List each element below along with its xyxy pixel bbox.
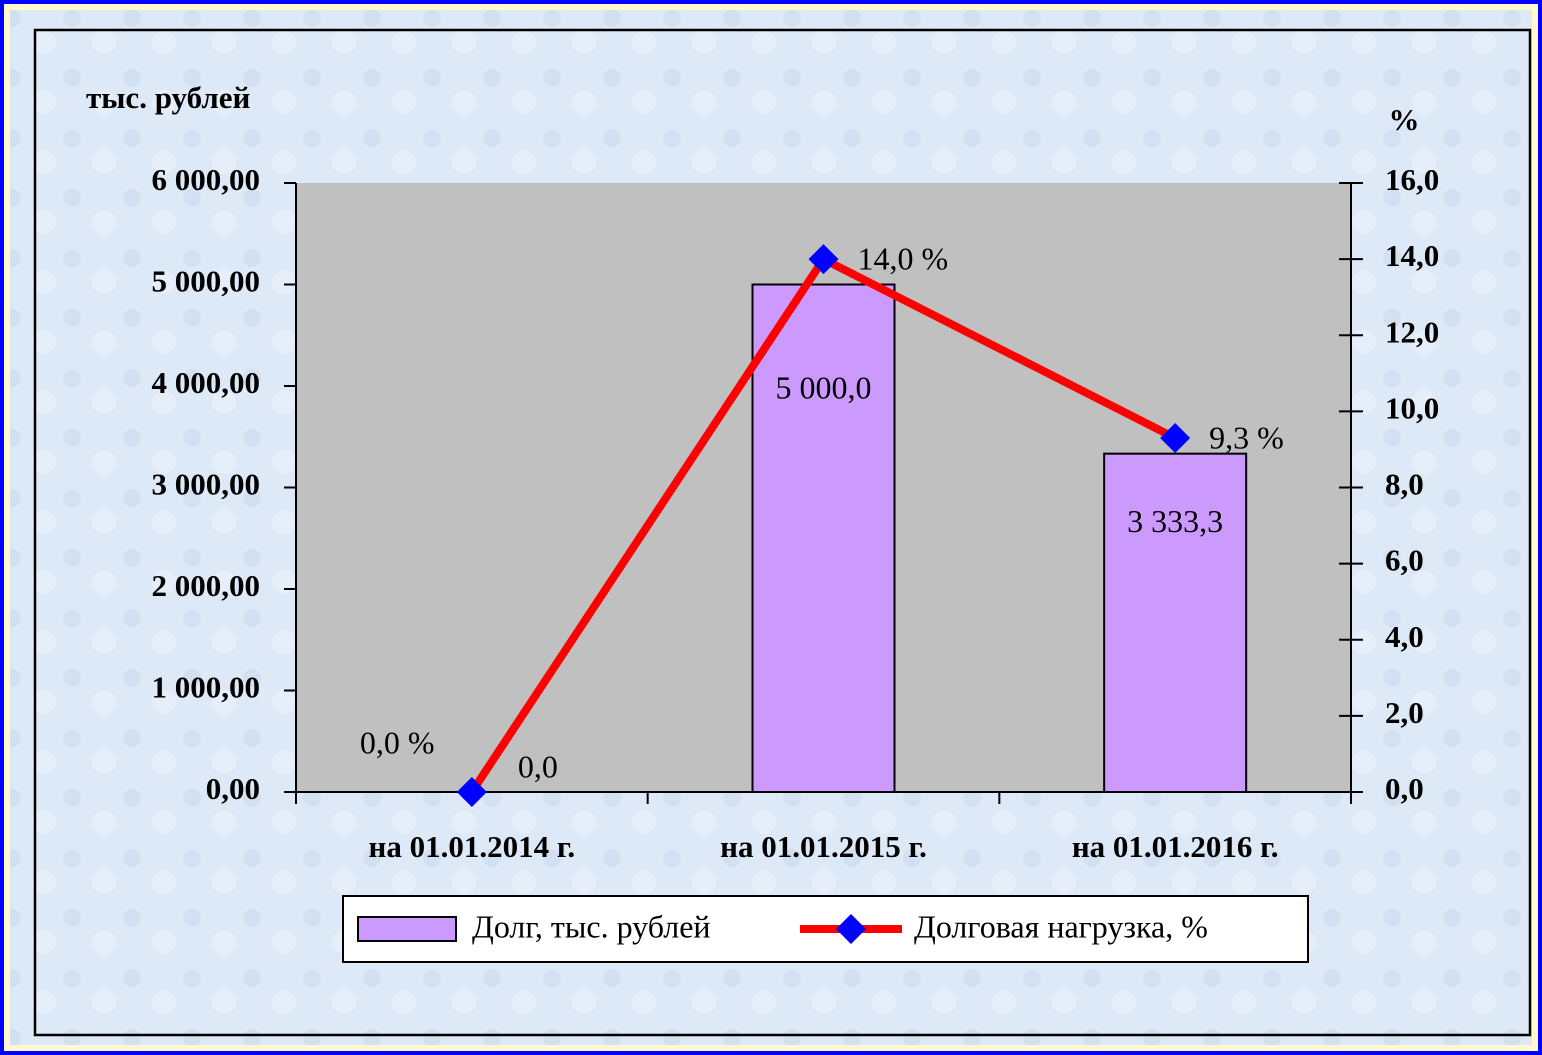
legend-label: Долговая нагрузка, % — [914, 908, 1208, 944]
legend-bar-swatch — [357, 916, 457, 942]
y-tick-label: 0,00 — [206, 771, 260, 806]
line-value-label: 9,3 % — [1209, 419, 1284, 455]
line-value-label: 14,0 % — [858, 240, 949, 276]
bar — [1103, 452, 1248, 793]
y2-tick-label: 6,0 — [1385, 543, 1424, 578]
y-tick-label: 4 000,00 — [152, 365, 261, 400]
y-tick-label: 3 000,00 — [152, 467, 261, 502]
bar-value-label: 0,0 — [518, 748, 558, 784]
line-marker — [1160, 423, 1191, 454]
y2-tick-label: 0,0 — [1385, 771, 1424, 806]
y-tick-label: 5 000,00 — [152, 264, 261, 299]
y2-tick-label: 16,0 — [1385, 162, 1439, 197]
y2-tick-label: 2,0 — [1385, 695, 1424, 730]
x-tick-label: на 01.01.2014 г. — [368, 829, 575, 864]
chart-border — [33, 28, 1532, 1037]
x-tick-label: на 01.01.2016 г. — [1072, 829, 1279, 864]
bar — [751, 283, 896, 793]
y2-tick-label: 14,0 — [1385, 238, 1439, 273]
bar-value-label: 5 000,0 — [776, 369, 872, 405]
y2-tick-label: 8,0 — [1385, 467, 1424, 502]
y-tick-label: 1 000,00 — [152, 670, 261, 705]
y2-axis-label: % — [1389, 102, 1420, 137]
y2-tick-label: 12,0 — [1385, 314, 1439, 349]
line-marker — [456, 777, 487, 807]
y2-tick-label: 10,0 — [1385, 390, 1439, 425]
line-marker — [808, 244, 839, 275]
line-value-label: 0,0 % — [360, 724, 435, 760]
bar-value-label: 3 333,3 — [1127, 503, 1223, 539]
y2-tick-label: 4,0 — [1385, 619, 1424, 654]
y-axis-label: тыс. рублей — [86, 80, 250, 115]
legend-marker — [836, 914, 866, 944]
legend-label: Долг, тыс. рублей — [472, 908, 711, 944]
x-tick-label: на 01.01.2015 г. — [720, 829, 927, 864]
y-tick-label: 6 000,00 — [152, 162, 261, 197]
y-tick-label: 2 000,00 — [152, 568, 261, 603]
